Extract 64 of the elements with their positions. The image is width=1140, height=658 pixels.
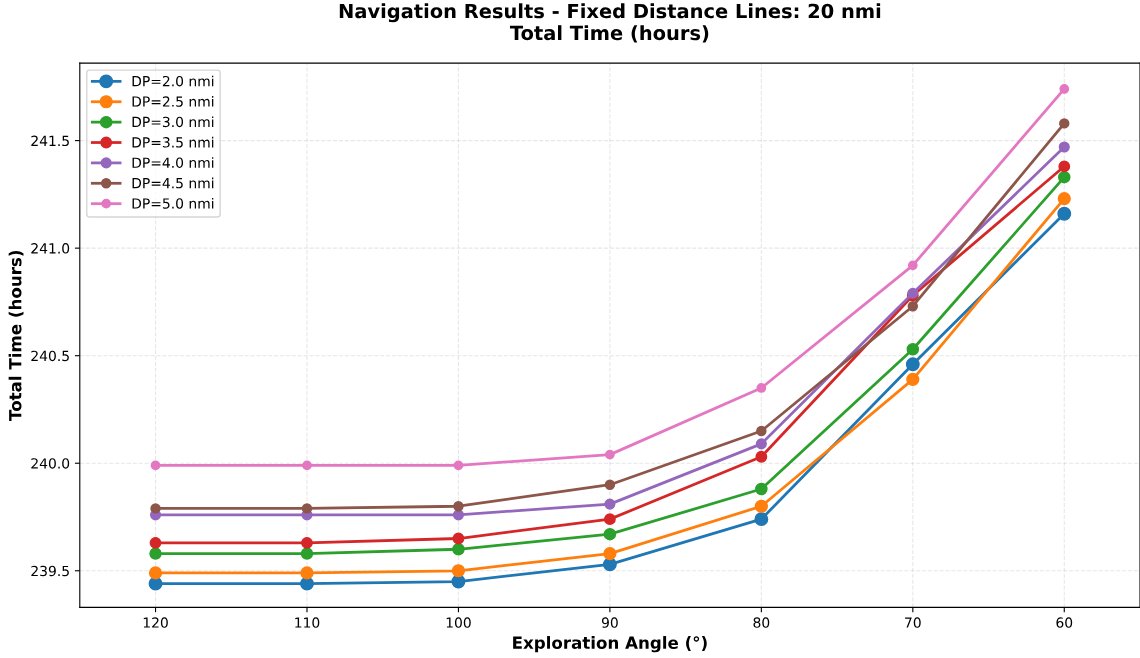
point [604, 498, 616, 510]
point [1058, 160, 1071, 173]
y-tick-label: 239.5 [31, 565, 69, 577]
point [300, 547, 314, 560]
legend-label: DP=3.0 nmi [132, 116, 214, 128]
x-tick-label: 90 [601, 617, 618, 628]
point [755, 482, 768, 496]
point [756, 383, 767, 393]
point [452, 532, 465, 545]
point [150, 460, 161, 471]
point [754, 499, 768, 513]
point [603, 527, 617, 541]
chart-title: Navigation Results - Fixed Distance Lines: 20 nmi Total Time (hours) [339, 3, 881, 43]
point [755, 438, 767, 450]
point [603, 513, 616, 526]
point [148, 566, 163, 580]
x-axis-title: Exploration Angle (°) [513, 636, 707, 653]
point [300, 576, 314, 591]
legend-label: DP=5.0 nmi [132, 197, 214, 209]
legend-label: DP=2.5 nmi [132, 96, 214, 107]
legend-label: DP=4.5 nmi [132, 177, 214, 189]
point [301, 536, 313, 549]
point [1059, 84, 1070, 94]
point [1057, 206, 1072, 221]
point [907, 260, 918, 271]
point [906, 342, 920, 356]
point [905, 357, 920, 372]
legend-label: DP=2.0 nmi [132, 75, 214, 87]
point [150, 503, 161, 514]
point [453, 501, 464, 512]
point [755, 450, 768, 463]
point [906, 372, 920, 386]
x-tick-label: 80 [753, 617, 770, 628]
point [1058, 170, 1071, 184]
x-tick-label: 100 [446, 617, 471, 628]
y-tick-label: 241.0 [31, 243, 70, 254]
y-tick-label: 240.0 [31, 458, 70, 469]
point [1058, 141, 1070, 153]
legend-label: DP=3.5 nmi [132, 136, 214, 148]
point [300, 566, 314, 580]
point [149, 536, 162, 549]
x-tick-label: 60 [1056, 617, 1073, 628]
point [756, 425, 767, 437]
y-tick-label: 241.5 [31, 135, 69, 147]
legend-label: DP=4.0 nmi [132, 157, 214, 168]
point [1057, 192, 1071, 206]
point [452, 543, 465, 556]
point [302, 460, 312, 471]
point [451, 564, 466, 578]
y-axis-title: Total Time (hours) [8, 250, 24, 421]
point [603, 546, 617, 561]
point [1059, 118, 1070, 129]
point [604, 479, 616, 490]
x-tick-label: 120 [143, 617, 168, 628]
y-tick-label: 240.5 [31, 350, 69, 362]
point [301, 503, 313, 514]
point [453, 460, 464, 471]
point [754, 512, 769, 527]
point [452, 509, 464, 521]
point [907, 301, 919, 312]
x-tick-label: 70 [905, 617, 921, 628]
point [149, 547, 162, 560]
point [605, 449, 615, 460]
x-tick-label: 110 [295, 617, 320, 628]
